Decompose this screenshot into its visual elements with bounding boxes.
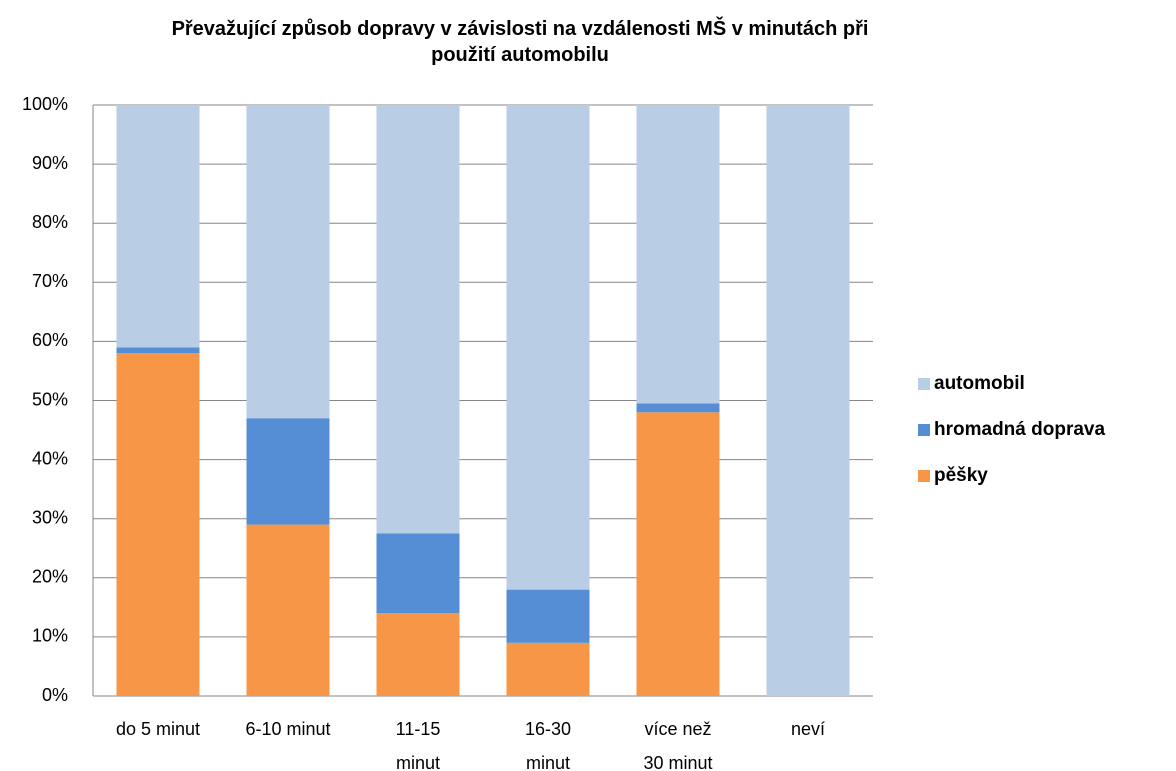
y-tick-label: 70% <box>32 271 68 291</box>
legend-item: pěšky <box>918 465 988 487</box>
x-tick-label: neví <box>790 719 826 739</box>
bar-segment <box>766 105 850 696</box>
y-tick-label: 40% <box>32 448 68 468</box>
legend-item: hromadná doprava <box>918 419 1105 441</box>
legend-label: pěšky <box>934 465 988 486</box>
chart-title: Převažující způsob dopravy v závislosti … <box>171 18 869 66</box>
bar-segment <box>376 613 460 696</box>
y-tick-label: 50% <box>32 389 68 409</box>
legend-swatch <box>918 424 930 436</box>
bar-segment <box>246 105 330 419</box>
bar-segment <box>636 105 720 404</box>
bar-segment <box>116 105 200 348</box>
bar-segment <box>506 105 590 590</box>
y-tick-label: 0% <box>42 685 68 705</box>
bar-segment <box>376 533 460 614</box>
legend-swatch <box>918 470 930 482</box>
bar-segment <box>246 418 330 525</box>
y-tick-label: 100% <box>22 94 68 114</box>
legend-item: automobil <box>918 373 1025 395</box>
bar-segment <box>376 105 460 534</box>
x-tick-label: 6-10 minut <box>245 719 331 739</box>
y-tick-label: 30% <box>32 507 68 527</box>
x-tick-label: více než 30 minut <box>643 719 713 771</box>
x-tick-label: 11-15 minut <box>395 719 441 771</box>
bar-segment <box>506 589 590 643</box>
x-tick-label: 16-30 minut <box>524 719 572 771</box>
y-tick-label: 90% <box>32 153 68 173</box>
bar-segment <box>506 642 590 696</box>
x-tick-label: do 5 minut <box>115 719 201 739</box>
bar-segment <box>636 412 720 696</box>
legend-label: automobil <box>934 373 1025 394</box>
bar-segment <box>116 347 200 354</box>
y-tick-label: 10% <box>32 626 68 646</box>
y-tick-label: 80% <box>32 212 68 232</box>
y-tick-label: 60% <box>32 330 68 350</box>
bar-segment <box>116 353 200 696</box>
y-tick-label: 20% <box>32 567 68 587</box>
legend-swatch <box>918 378 930 390</box>
bar-segment <box>636 403 720 413</box>
bar-segment <box>246 524 330 696</box>
legend-label: hromadná doprava <box>934 419 1106 440</box>
